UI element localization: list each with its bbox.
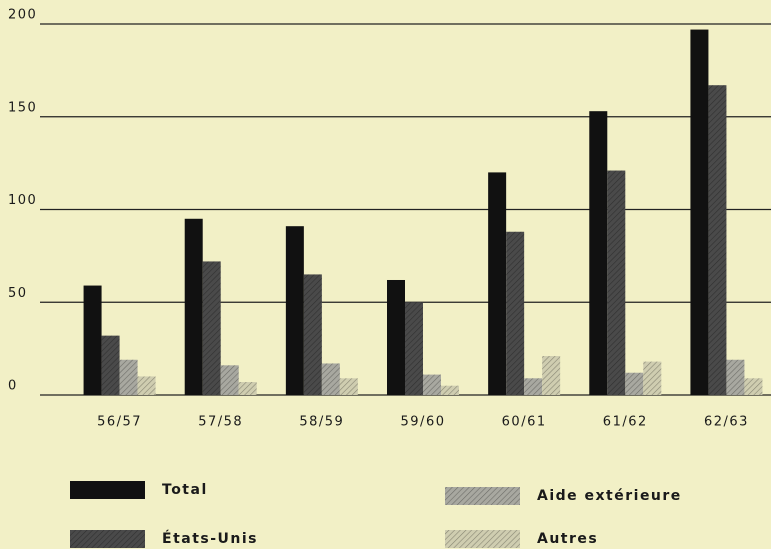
bar-texture — [542, 356, 561, 395]
bar-texture — [506, 231, 525, 395]
y-tick-label: 150 — [8, 100, 37, 115]
bar — [387, 279, 405, 395]
bar-texture — [101, 335, 120, 395]
bar-texture — [726, 359, 745, 395]
bar — [488, 172, 507, 395]
bar — [285, 226, 304, 395]
bar-texture — [405, 302, 423, 395]
x-tick-label: 56/57 — [97, 415, 142, 430]
bar-texture — [137, 376, 156, 395]
bar — [589, 111, 608, 395]
x-tick-label: 57/58 — [198, 415, 243, 430]
legend-label: Aide extérieure — [537, 488, 682, 504]
bar — [690, 29, 709, 395]
bar-texture — [321, 363, 340, 395]
y-tick-label: 50 — [8, 286, 28, 301]
bar-texture — [202, 261, 221, 395]
bar-texture — [238, 382, 257, 395]
y-tick-label: 0 — [8, 379, 18, 394]
bar-texture — [303, 274, 322, 395]
bar-texture — [441, 385, 459, 395]
bar-texture — [339, 378, 358, 395]
legend-swatch — [70, 481, 145, 499]
legend-swatch-texture — [445, 530, 520, 548]
bar-texture — [220, 365, 239, 395]
x-tick-label: 59/60 — [401, 415, 446, 430]
y-tick-label: 100 — [8, 193, 37, 208]
bar-texture — [607, 170, 626, 395]
legend-label: États-Unis — [162, 530, 258, 547]
bar — [184, 218, 203, 395]
x-tick-label: 61/62 — [603, 415, 648, 430]
bar-texture — [119, 359, 138, 395]
x-tick-label: 62/63 — [704, 415, 749, 430]
bar — [83, 285, 102, 395]
y-tick-label: 200 — [8, 8, 37, 23]
x-tick-label: 60/61 — [502, 415, 547, 430]
bar-texture — [708, 85, 727, 395]
bar-texture — [744, 378, 763, 395]
legend-swatch-texture — [445, 487, 520, 505]
legend-swatch-texture — [70, 530, 145, 548]
x-tick-label: 58/59 — [299, 415, 344, 430]
legend-label: Autres — [537, 531, 598, 547]
legend-label: Total — [162, 482, 208, 498]
bar-texture — [524, 378, 543, 395]
bar-texture — [625, 372, 644, 395]
bar-texture — [643, 361, 662, 395]
bar-texture — [423, 374, 441, 395]
